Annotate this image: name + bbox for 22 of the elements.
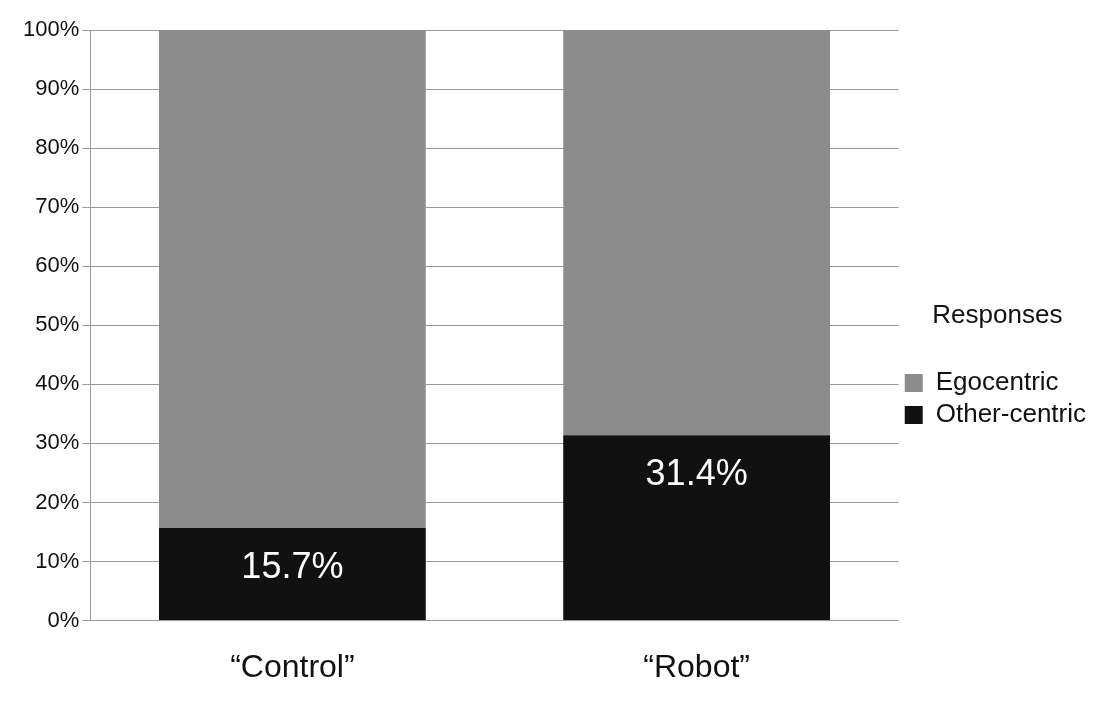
bar [158, 527, 426, 621]
y-tick-label: 40% [35, 370, 80, 396]
legend-label: Egocentric [935, 366, 1059, 397]
y-tick-label: 90% [35, 75, 80, 101]
bar [158, 30, 426, 528]
y-tick-label: 100% [22, 16, 80, 42]
y-tick-label: 60% [35, 252, 80, 278]
x-tick-label: “Control” [230, 647, 355, 684]
bar [563, 435, 831, 621]
y-tick-label: 30% [35, 429, 80, 455]
bar [563, 30, 831, 436]
y-tick-label: 0% [47, 606, 80, 632]
x-tick-label: “Robot” [643, 647, 750, 684]
legend-title: Responses [932, 299, 1063, 330]
y-tick-label: 10% [35, 547, 80, 573]
y-tick-label: 20% [35, 488, 80, 514]
legend-label: Other-centric [935, 398, 1086, 429]
y-tick-label: 70% [35, 193, 80, 219]
data-label: 31.4% [645, 452, 748, 494]
y-tick-label: 50% [35, 311, 80, 337]
y-tick-label: 80% [35, 134, 80, 160]
data-label: 15.7% [241, 544, 344, 586]
